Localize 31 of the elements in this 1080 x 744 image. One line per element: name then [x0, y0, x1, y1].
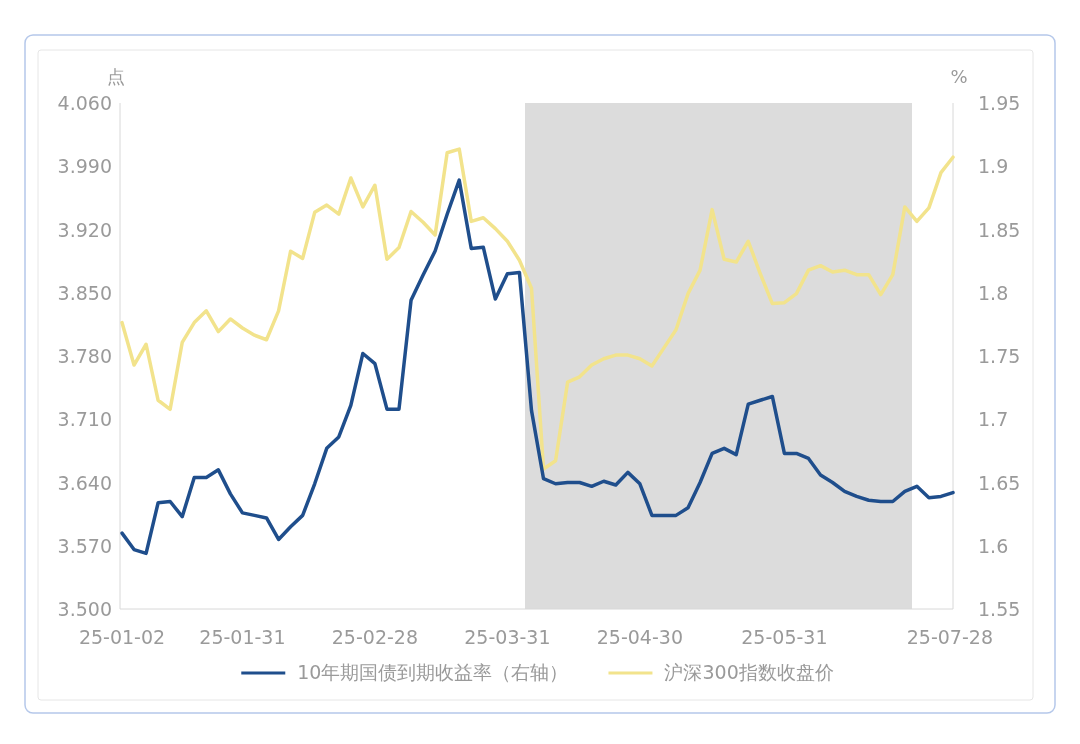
- x-tick-label: 25-05-31: [741, 626, 828, 648]
- x-tick-label: 25-02-28: [331, 626, 419, 648]
- y2-tick-label: 1.9: [978, 155, 1009, 178]
- y-tick-label: 3.500: [57, 598, 112, 620]
- y-tick-label: 3.570: [57, 534, 112, 557]
- y2-tick-label: 1.55: [978, 598, 1021, 620]
- y-tick-label: 4.060: [57, 92, 112, 114]
- x-tick-label: 25-03-31: [464, 626, 551, 648]
- x-tick-label: 25-04-30: [596, 626, 683, 648]
- y2-tick-label: 1.7: [978, 408, 1009, 431]
- y-tick-label: 3.850: [57, 281, 112, 304]
- x-tick-label: 25-01-31: [199, 626, 286, 648]
- line-series: [120, 147, 955, 471]
- y-axis-title: 点: [107, 66, 125, 87]
- y-tick-label: 3.920: [57, 218, 112, 241]
- y2-tick-label: 1.8: [978, 281, 1009, 304]
- legend-label: 10年期国债到期收益率（右轴）: [297, 661, 569, 683]
- y-tick-label: 3.640: [57, 471, 112, 494]
- x-tick-label: 25-07-28: [906, 626, 993, 648]
- y-tick-label: 3.990: [57, 155, 112, 178]
- y2-tick-label: 1.95: [978, 92, 1021, 114]
- legend-label: 沪深300指数收盘价: [664, 661, 834, 683]
- y2-axis-title: %: [950, 66, 968, 87]
- y2-tick-label: 1.75: [978, 345, 1021, 367]
- y2-tick-label: 1.85: [978, 218, 1021, 241]
- x-tick-label: 25-01-02: [78, 626, 166, 648]
- y-tick-label: 3.710: [57, 408, 112, 431]
- y-tick-label: 3.780: [57, 345, 112, 367]
- line-series: [120, 178, 955, 556]
- y2-tick-label: 1.65: [978, 471, 1021, 494]
- y2-tick-label: 1.6: [978, 534, 1009, 557]
